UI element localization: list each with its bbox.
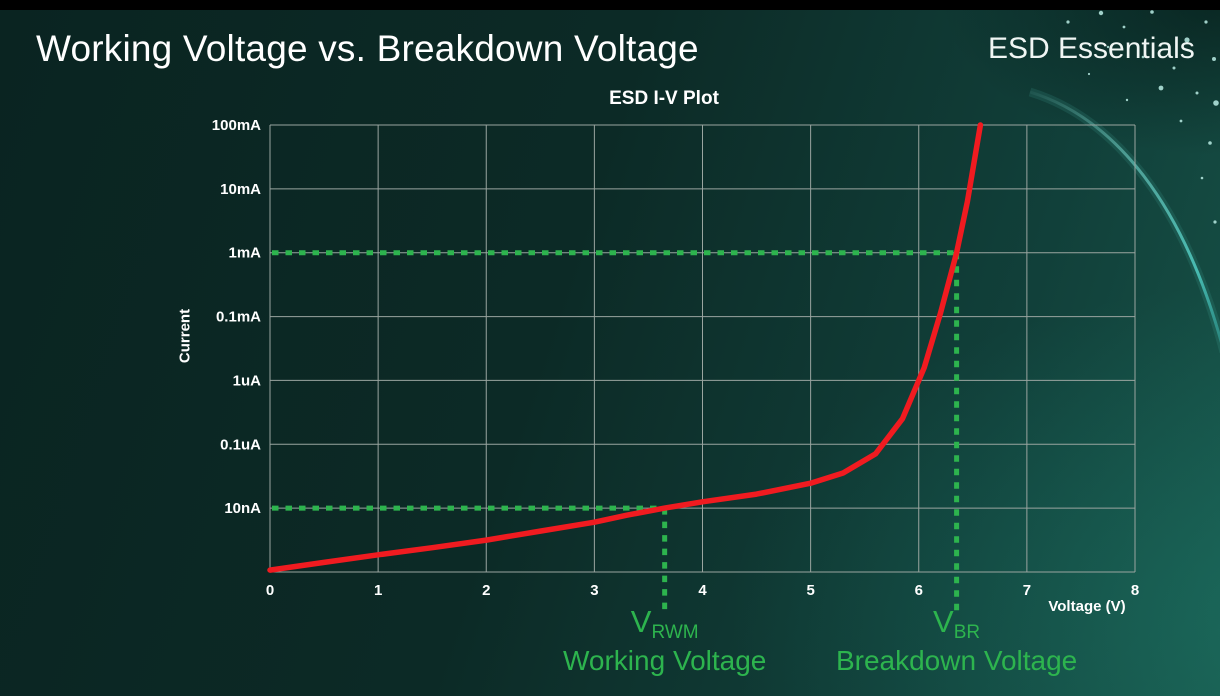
working-voltage-caption: Working Voltage — [562, 644, 767, 676]
y-tick-label: 100mA — [212, 117, 261, 134]
vbr-subscript: BR — [953, 622, 981, 643]
y-tick-label: 10mA — [220, 181, 261, 198]
x-tick-label: 6 — [915, 582, 923, 599]
vbr-symbol: V — [933, 604, 954, 639]
page-title: Working Voltage vs. Breakdown Voltage — [36, 28, 699, 69]
vrwm-symbol: V — [630, 604, 652, 639]
vbr-label: VBR — [836, 604, 1077, 643]
x-tick-label: 2 — [482, 582, 490, 599]
y-tick-label: 0.1uA — [220, 436, 261, 453]
x-tick-label: 7 — [1023, 582, 1031, 599]
x-tick-label: 3 — [590, 582, 598, 599]
x-axis-label: Voltage (V) — [1048, 598, 1126, 615]
y-tick-label: 10nA — [224, 500, 261, 517]
iv-curve — [267, 122, 984, 573]
vrwm-subscript: RWM — [651, 622, 699, 643]
y-tick-label: 1mA — [228, 245, 261, 262]
x-tick-label: 8 — [1131, 582, 1139, 599]
brand-label: ESD Essentials — [988, 32, 1195, 65]
annotation-working-voltage: VRWM Working Voltage — [562, 604, 767, 676]
x-tick-label: 4 — [698, 582, 707, 599]
annotation-breakdown-voltage: VBR Breakdown Voltage — [835, 604, 1078, 676]
top-black-bar — [0, 0, 1220, 10]
x-tick-label: 0 — [266, 582, 274, 599]
chart-title: ESD I-V Plot — [609, 88, 719, 109]
vrwm-label: VRWM — [563, 604, 766, 643]
x-tick-label: 1 — [374, 582, 382, 599]
breakdown-voltage-caption: Breakdown Voltage — [835, 644, 1078, 676]
y-tick-label: 0.1mA — [216, 309, 261, 326]
y-tick-label: 1uA — [233, 372, 262, 389]
x-tick-label: 5 — [806, 582, 814, 599]
